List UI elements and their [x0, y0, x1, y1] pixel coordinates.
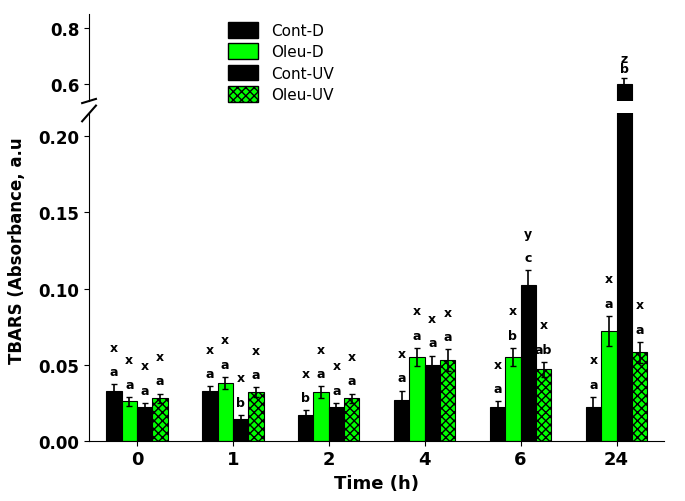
Bar: [425, 239, 440, 253]
Text: a: a: [397, 372, 406, 385]
Text: a: a: [589, 378, 598, 391]
Bar: [152, 398, 168, 441]
Text: x: x: [636, 299, 644, 312]
Legend: Cont-D, Oleu-D, Cont-UV, Oleu-UV: Cont-D, Oleu-D, Cont-UV, Oleu-UV: [223, 19, 338, 107]
Text: a: a: [221, 358, 229, 371]
Bar: [506, 357, 521, 441]
Bar: [536, 240, 551, 253]
Bar: [506, 237, 521, 253]
Text: x: x: [589, 353, 597, 366]
Text: x: x: [413, 305, 421, 318]
Bar: [248, 392, 264, 441]
Text: x: x: [540, 319, 548, 332]
Bar: [490, 247, 506, 253]
Bar: [218, 383, 233, 441]
Bar: [344, 398, 360, 441]
Bar: [601, 332, 616, 441]
Bar: [329, 407, 344, 441]
Bar: [425, 365, 440, 441]
Text: a: a: [413, 329, 421, 342]
Text: a: a: [317, 367, 325, 380]
Bar: [137, 407, 152, 441]
Text: x: x: [397, 347, 406, 360]
Bar: [106, 391, 122, 441]
Bar: [440, 360, 456, 441]
Bar: [632, 353, 647, 441]
Text: x: x: [301, 367, 310, 380]
Text: b: b: [236, 396, 245, 409]
Text: x: x: [236, 372, 245, 385]
Bar: [536, 369, 551, 441]
Text: a: a: [635, 323, 644, 336]
Bar: [233, 420, 248, 441]
Text: TBARS (Absorbance, a.u: TBARS (Absorbance, a.u: [8, 137, 26, 364]
Bar: [106, 243, 122, 253]
Text: x: x: [509, 305, 517, 318]
Text: x: x: [221, 334, 229, 347]
Bar: [152, 245, 168, 253]
Text: a: a: [251, 369, 260, 382]
Text: a: a: [428, 337, 436, 350]
Text: a: a: [206, 367, 214, 380]
Text: a: a: [332, 384, 340, 397]
Bar: [586, 407, 601, 441]
Bar: [202, 391, 218, 441]
Text: a: a: [493, 382, 502, 395]
Text: b: b: [301, 391, 310, 404]
Bar: [298, 415, 314, 441]
Text: x: x: [348, 350, 356, 363]
Text: x: x: [252, 344, 260, 357]
Text: x: x: [110, 341, 118, 354]
Bar: [490, 407, 506, 441]
Bar: [394, 245, 410, 253]
Bar: [233, 249, 248, 253]
Bar: [137, 247, 152, 253]
Text: x: x: [206, 343, 214, 356]
Text: b: b: [508, 329, 517, 342]
Bar: [394, 400, 410, 441]
Bar: [521, 286, 536, 441]
Text: a: a: [155, 375, 164, 388]
Text: a: a: [605, 297, 613, 310]
Text: a: a: [443, 331, 452, 344]
Text: a: a: [140, 384, 149, 397]
Text: x: x: [332, 360, 340, 373]
Text: x: x: [428, 313, 436, 326]
Bar: [632, 236, 647, 253]
Bar: [122, 245, 137, 253]
Text: x: x: [125, 353, 134, 366]
Bar: [298, 248, 314, 253]
Text: x: x: [605, 273, 613, 286]
Text: x: x: [140, 360, 149, 373]
Text: a: a: [347, 375, 356, 388]
Bar: [521, 224, 536, 253]
Text: z: z: [621, 53, 627, 66]
Bar: [314, 244, 329, 253]
Text: x: x: [317, 343, 325, 356]
Bar: [344, 245, 360, 253]
Bar: [440, 238, 456, 253]
Bar: [122, 401, 137, 441]
Text: ab: ab: [535, 343, 552, 356]
Text: x: x: [156, 350, 164, 363]
Bar: [218, 242, 233, 253]
Bar: [410, 237, 425, 253]
X-axis label: Time (h): Time (h): [334, 474, 419, 492]
Text: y: y: [524, 227, 532, 240]
Bar: [329, 247, 344, 253]
Text: c: c: [525, 252, 532, 265]
Bar: [586, 247, 601, 253]
Bar: [616, 0, 632, 441]
Text: b: b: [620, 63, 629, 76]
Text: a: a: [110, 366, 119, 379]
Bar: [410, 357, 425, 441]
Text: x: x: [444, 306, 452, 319]
Text: a: a: [125, 378, 134, 391]
Bar: [248, 244, 264, 253]
Bar: [601, 233, 616, 253]
Text: x: x: [493, 358, 501, 371]
Bar: [616, 85, 632, 253]
Bar: [202, 243, 218, 253]
Bar: [314, 392, 329, 441]
